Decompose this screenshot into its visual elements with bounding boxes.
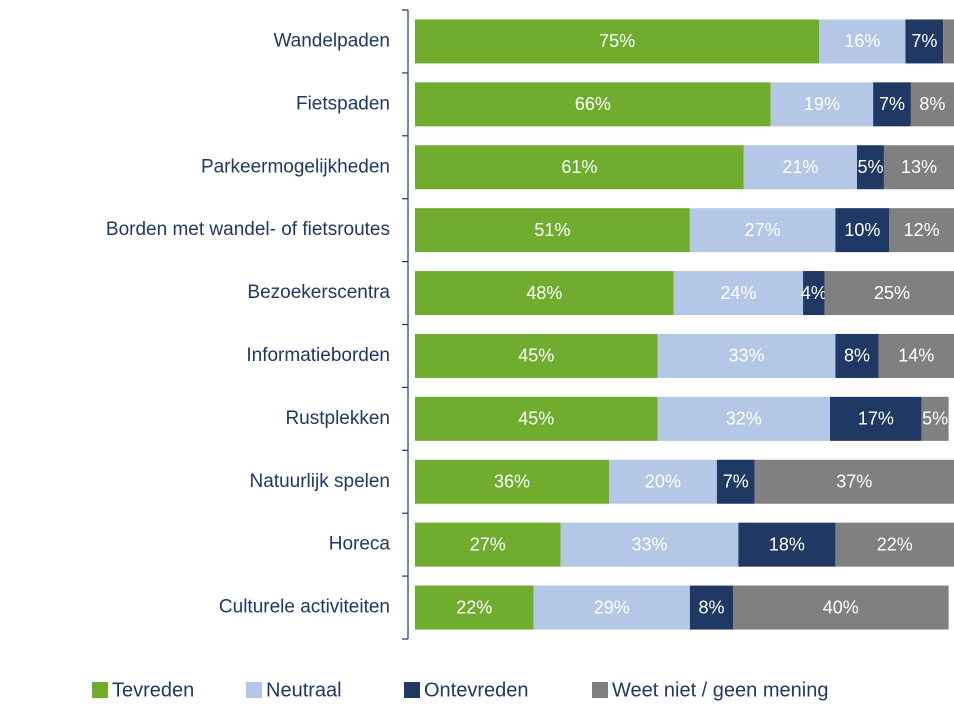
data-label: 18% bbox=[769, 534, 805, 554]
legend-swatch bbox=[92, 682, 108, 698]
bar-segment bbox=[415, 19, 820, 64]
data-label: 45% bbox=[518, 346, 554, 366]
bar-segment bbox=[733, 585, 949, 630]
data-label: 37% bbox=[836, 472, 872, 492]
bar-segment bbox=[415, 585, 534, 630]
category-label: Borden met wandel- of fietsroutes bbox=[106, 219, 390, 240]
bar-segment bbox=[819, 19, 906, 64]
bar-segment bbox=[560, 522, 739, 567]
bar-segment bbox=[754, 459, 954, 504]
data-label: 5% bbox=[857, 157, 883, 177]
bar-segment bbox=[830, 396, 922, 441]
bar-segment bbox=[743, 145, 857, 190]
data-label: 33% bbox=[728, 346, 764, 366]
data-label: 20% bbox=[645, 472, 681, 492]
bar-segment bbox=[824, 271, 954, 316]
data-label: 17% bbox=[858, 409, 894, 429]
bar-segment bbox=[689, 585, 734, 630]
data-label: 40% bbox=[823, 597, 859, 617]
data-label: 8% bbox=[844, 346, 870, 366]
legend-swatch bbox=[592, 682, 608, 698]
data-label: 51% bbox=[534, 220, 570, 240]
bar-segment bbox=[921, 396, 949, 441]
category-label: Informatieborden bbox=[246, 345, 390, 366]
bar-segment bbox=[415, 333, 658, 378]
bar-segment bbox=[856, 145, 884, 190]
data-label: 25% bbox=[874, 283, 910, 303]
bar-segment bbox=[889, 208, 954, 253]
data-label: 13% bbox=[901, 157, 937, 177]
bar-segment bbox=[878, 333, 954, 378]
data-label: 7% bbox=[911, 31, 937, 51]
data-label: 27% bbox=[745, 220, 781, 240]
bar-segment bbox=[883, 145, 954, 190]
legend-label: Tevreden bbox=[112, 679, 194, 701]
legend-swatch bbox=[404, 682, 420, 698]
data-label: 12% bbox=[904, 220, 940, 240]
bar-segment bbox=[738, 522, 836, 567]
legend-label: Neutraal bbox=[266, 679, 342, 701]
bar-segment bbox=[910, 82, 954, 127]
data-label: 61% bbox=[561, 157, 597, 177]
data-label: 5% bbox=[922, 409, 948, 429]
data-label: 45% bbox=[518, 409, 554, 429]
bar-segment bbox=[716, 459, 755, 504]
data-label: 16% bbox=[844, 31, 880, 51]
bar-segment bbox=[415, 459, 610, 504]
bar-segment bbox=[873, 82, 911, 127]
category-label: Parkeermogelijkheden bbox=[201, 156, 390, 177]
data-label: 24% bbox=[720, 283, 756, 303]
category-label: Horeca bbox=[329, 534, 391, 555]
bar-segment bbox=[415, 396, 658, 441]
bar-segment bbox=[835, 208, 890, 253]
bar-segment bbox=[673, 271, 804, 316]
data-label: 32% bbox=[726, 409, 762, 429]
bar-segment bbox=[803, 271, 825, 316]
data-label: 22% bbox=[456, 597, 492, 617]
bar-segment bbox=[657, 333, 836, 378]
data-label: 7% bbox=[723, 472, 749, 492]
legend-label: Ontevreden bbox=[424, 679, 529, 701]
data-label: 14% bbox=[898, 346, 934, 366]
bar-segment bbox=[835, 522, 954, 567]
legend-swatch bbox=[246, 682, 262, 698]
category-label: Bezoekerscentra bbox=[247, 282, 390, 303]
data-label: 22% bbox=[877, 534, 913, 554]
bar-segment bbox=[835, 333, 879, 378]
bar-segment bbox=[533, 585, 690, 630]
bar-segment bbox=[770, 82, 874, 127]
data-label: 7% bbox=[879, 94, 905, 114]
bar-segment bbox=[415, 271, 674, 316]
bar-segment bbox=[943, 19, 954, 64]
data-label: 29% bbox=[594, 597, 630, 617]
category-label: Wandelpaden bbox=[273, 30, 390, 51]
bar-segment bbox=[415, 208, 690, 253]
data-label: 10% bbox=[844, 220, 880, 240]
bar-segment bbox=[905, 19, 944, 64]
bar-segment bbox=[657, 396, 831, 441]
data-label: 33% bbox=[631, 534, 667, 554]
data-label: 36% bbox=[494, 472, 530, 492]
data-label: 75% bbox=[599, 31, 635, 51]
category-label: Fietspaden bbox=[296, 93, 390, 114]
bar-segment bbox=[689, 208, 836, 253]
data-label: 21% bbox=[782, 157, 818, 177]
data-label: 48% bbox=[526, 283, 562, 303]
data-label: 19% bbox=[804, 94, 840, 114]
data-label: 66% bbox=[575, 94, 611, 114]
bar-segment bbox=[415, 82, 771, 127]
bar-segment bbox=[415, 522, 561, 567]
bar-segment bbox=[415, 145, 744, 190]
data-label: 8% bbox=[698, 597, 724, 617]
category-label: Natuurlijk spelen bbox=[250, 471, 390, 492]
category-label: Culturele activiteiten bbox=[219, 597, 390, 618]
category-label: Rustplekken bbox=[285, 408, 390, 429]
bar-segment bbox=[609, 459, 717, 504]
legend-label: Weet niet / geen mening bbox=[612, 679, 828, 701]
data-label: 4% bbox=[801, 283, 827, 303]
data-label: 8% bbox=[919, 94, 945, 114]
data-label: 27% bbox=[470, 534, 506, 554]
